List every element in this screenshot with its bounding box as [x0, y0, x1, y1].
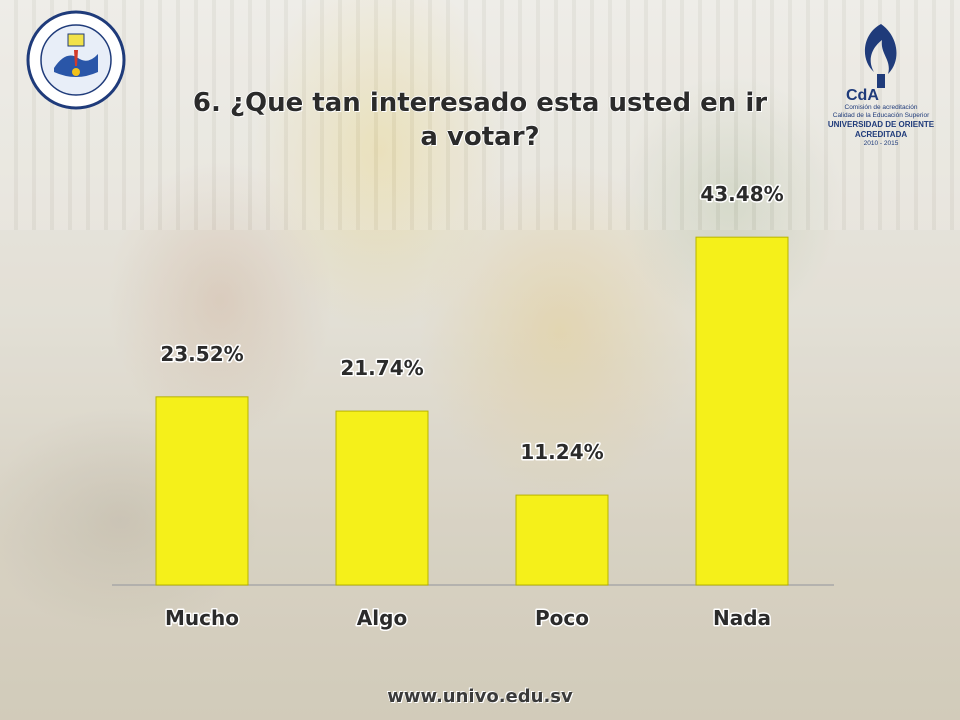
value-label-algo: 21.74%: [340, 356, 423, 380]
accreditation-line-3: UNIVERSIDAD DE ORIENTE: [827, 120, 935, 129]
category-label-nada: Nada: [713, 606, 771, 630]
chart-title: 6. ¿Que tan interesado esta usted en ir …: [192, 88, 768, 152]
accreditation-line-2: Calidad de la Educación Superior: [832, 112, 930, 119]
bar-mucho: [155, 396, 249, 586]
accreditation-line-1: Comisión de acreditación: [844, 104, 918, 111]
flame-torch-icon: CdA: [846, 24, 897, 104]
accreditation-line-5: 2010 - 2015: [863, 140, 899, 147]
category-label-algo: Algo: [357, 606, 407, 630]
value-label-poco: 11.24%: [520, 440, 603, 464]
bar-algo: [335, 410, 429, 586]
university-seal-logo: [26, 10, 126, 110]
accreditation-line-4: ACREDITADA: [854, 130, 908, 139]
footer-url: www.univo.edu.sv: [387, 686, 573, 707]
bar-poco: [515, 494, 609, 586]
accreditation-logo: CdA Comisión de acreditación Calidad de …: [822, 20, 940, 170]
value-label-mucho: 23.52%: [160, 342, 243, 366]
background-window-stripes: [0, 0, 960, 230]
value-label-nada: 43.48%: [700, 182, 783, 206]
svg-text:CdA: CdA: [846, 87, 879, 104]
bar-nada: [695, 236, 789, 586]
category-label-mucho: Mucho: [165, 606, 239, 630]
category-label-poco: Poco: [535, 606, 589, 630]
